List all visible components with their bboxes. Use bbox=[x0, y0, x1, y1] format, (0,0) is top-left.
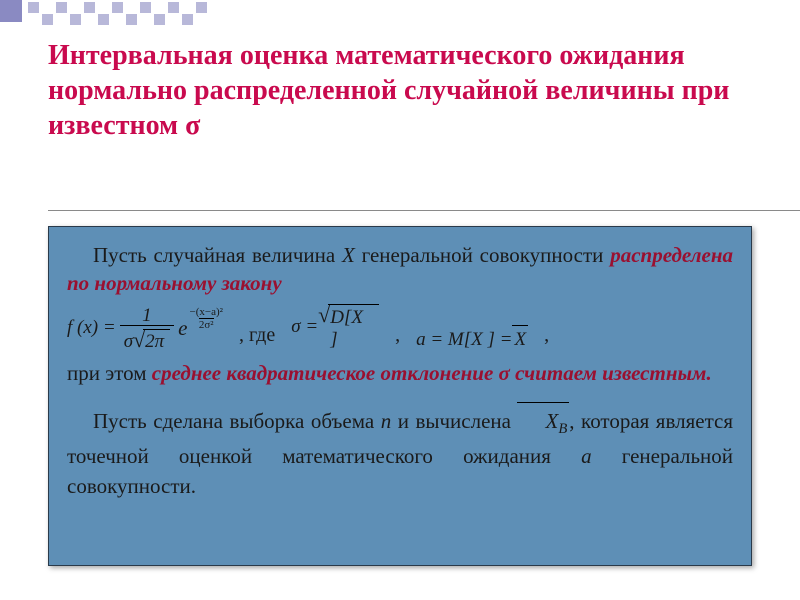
deco-square bbox=[98, 14, 109, 25]
deco-square bbox=[42, 14, 53, 25]
corner-decoration bbox=[0, 0, 260, 30]
sqrt-2pi: √2π bbox=[133, 329, 170, 351]
sigma-formula: σ = √D[X ] bbox=[291, 304, 379, 351]
radicand-DX: D[X ] bbox=[328, 304, 379, 351]
frac-den: σ√2π bbox=[120, 325, 174, 351]
deco-square bbox=[182, 14, 193, 25]
e: e bbox=[178, 316, 187, 341]
title-rule bbox=[48, 210, 800, 211]
paragraph-1: Пусть случайная величина X генеральной с… bbox=[67, 241, 733, 298]
deco-square bbox=[84, 2, 95, 13]
slide-title: Интервальная оценка математического ожид… bbox=[48, 38, 760, 143]
sigma-eq: σ = bbox=[291, 316, 318, 338]
var-n: n bbox=[381, 409, 392, 433]
a-formula: a = M[X ] = X bbox=[416, 329, 528, 351]
p2-emph: среднее квадратическое отклонение σ счит… bbox=[152, 361, 712, 385]
deco-square bbox=[56, 2, 67, 13]
x-bar: X bbox=[512, 329, 528, 351]
deco-square bbox=[70, 14, 81, 25]
p3-b: и вычислена bbox=[391, 409, 517, 433]
radicand-2pi: 2π bbox=[143, 329, 170, 351]
deco-square bbox=[168, 2, 179, 13]
where-text: , где bbox=[233, 324, 281, 351]
deco-square bbox=[196, 2, 207, 13]
p1-lead: Пусть случайная величина bbox=[93, 243, 342, 267]
deco-square bbox=[154, 14, 165, 25]
lhs: f (x) = bbox=[67, 317, 116, 339]
p1-mid: генеральной совокупности bbox=[355, 243, 610, 267]
p2-lead: при этом bbox=[67, 361, 152, 385]
p3-a: Пусть сделана выборка объема bbox=[93, 409, 381, 433]
content-box: Пусть случайная величина X генеральной с… bbox=[48, 226, 752, 566]
var-a: a bbox=[581, 444, 592, 468]
a-eq: a = M[X ] = bbox=[416, 329, 512, 351]
deco-square bbox=[28, 2, 39, 13]
deco-square bbox=[126, 14, 137, 25]
sqrt-DX: √D[X ] bbox=[318, 304, 379, 351]
pdf-formula: f (x) = 1 σ√2π e −(x−a)² 2σ² bbox=[67, 306, 223, 351]
var-X: X bbox=[342, 243, 355, 267]
x-bar-B: XВ bbox=[517, 406, 569, 441]
deco-square bbox=[112, 2, 123, 13]
paragraph-3: Пусть сделана выборка объема n и вычисле… bbox=[67, 406, 733, 501]
exponent: −(x−a)² 2σ² bbox=[190, 307, 223, 349]
main-fraction: 1 σ√2π bbox=[120, 306, 174, 351]
frac-num: 1 bbox=[138, 306, 156, 325]
deco-square bbox=[0, 0, 22, 22]
paragraph-2: при этом среднее квадратическое отклонен… bbox=[67, 359, 733, 388]
comma-1: , bbox=[389, 324, 406, 351]
formula-line: f (x) = 1 σ√2π e −(x−a)² 2σ² , где σ = √… bbox=[67, 304, 733, 351]
deco-square bbox=[140, 2, 151, 13]
comma-2: , bbox=[538, 324, 555, 351]
sigma: σ bbox=[124, 331, 133, 352]
